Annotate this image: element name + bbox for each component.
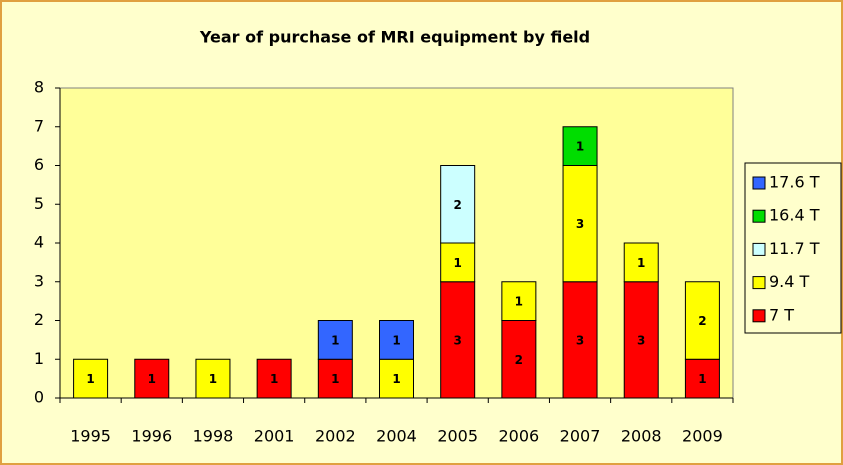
- x-tick-label: 2001: [254, 427, 295, 446]
- bar-segment: [73, 358, 109, 399]
- value-label: 1: [698, 372, 706, 386]
- x-tick-label: 2007: [560, 427, 601, 446]
- x-tick-label: 1995: [70, 427, 111, 446]
- x-tick-label: 2005: [437, 427, 478, 446]
- bar-segment: [562, 126, 598, 166]
- y-tick-label: 1: [34, 349, 44, 368]
- bar-segment: [195, 358, 231, 399]
- y-tick-label: 2: [34, 310, 44, 329]
- x-tick-label: 2004: [376, 427, 417, 446]
- bar-segment: [562, 281, 598, 399]
- legend-label: 17.6 T: [769, 173, 820, 192]
- bar-segment: [134, 358, 170, 399]
- value-label: 1: [331, 372, 339, 386]
- y-tick-label: 6: [34, 155, 44, 174]
- value-label: 1: [270, 372, 278, 386]
- y-tick-label: 8: [34, 78, 44, 97]
- x-tick-label: 2002: [315, 427, 356, 446]
- value-label: 1: [392, 372, 400, 386]
- bar-segment: [256, 358, 292, 399]
- bar-segment: [379, 320, 414, 360]
- y-tick-label: 5: [34, 194, 44, 213]
- value-label: 1: [392, 333, 400, 347]
- bar-segment: [623, 242, 659, 283]
- bar-segment: [501, 281, 537, 321]
- legend-swatch: [752, 209, 766, 223]
- bar-segment: [623, 281, 659, 399]
- bar-segment: [562, 165, 598, 283]
- value-label: 3: [637, 333, 645, 347]
- y-tick-label: 0: [34, 388, 44, 407]
- bar-segment: [684, 358, 720, 399]
- value-label: 1: [454, 256, 462, 270]
- value-label: 1: [86, 372, 94, 386]
- value-label: 1: [637, 256, 645, 270]
- bar-segment: [440, 165, 476, 244]
- bar-segment: [317, 320, 353, 360]
- legend-swatch: [752, 242, 766, 256]
- x-tick-label: 1996: [131, 427, 172, 446]
- value-label: 2: [698, 314, 706, 328]
- x-tick-label: 1998: [193, 427, 234, 446]
- value-label: 2: [454, 198, 462, 212]
- value-label: 1: [515, 295, 523, 309]
- value-label: 3: [454, 333, 462, 347]
- y-tick-label: 3: [34, 271, 44, 290]
- chart-title: Year of purchase of MRI equipment by fie…: [199, 28, 590, 47]
- legend-label: 7 T: [769, 305, 794, 324]
- value-label: 2: [515, 353, 523, 367]
- x-tick-label: 2009: [682, 427, 723, 446]
- value-label: 3: [576, 333, 584, 347]
- legend-swatch: [752, 276, 766, 290]
- x-tick-label: 2008: [621, 427, 662, 446]
- y-tick-label: 4: [34, 233, 44, 252]
- value-label: 3: [576, 217, 584, 231]
- bar-segment: [317, 358, 353, 399]
- value-label: 1: [331, 333, 339, 347]
- legend-swatch: [752, 176, 766, 190]
- y-tick-label: 7: [34, 116, 44, 135]
- bar-segment: [379, 358, 414, 399]
- value-label: 1: [148, 372, 156, 386]
- bar-segment: [440, 242, 476, 283]
- value-label: 1: [209, 372, 217, 386]
- legend-swatch: [752, 309, 766, 323]
- bar-segment: [684, 281, 720, 360]
- legend-label: 11.7 T: [769, 239, 820, 258]
- x-tick-label: 2006: [499, 427, 540, 446]
- value-label: 1: [576, 140, 584, 154]
- legend-label: 9.4 T: [769, 272, 810, 291]
- legend-label: 16.4 T: [769, 206, 820, 225]
- bar-segment: [440, 281, 476, 399]
